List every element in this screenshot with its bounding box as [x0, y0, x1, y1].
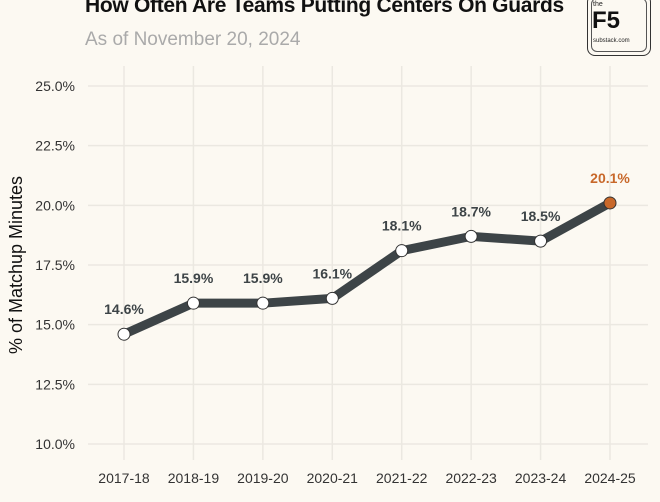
y-tick-label: 12.5%	[35, 376, 75, 392]
data-point	[534, 234, 548, 248]
y-tick-label: 20.0%	[35, 197, 75, 213]
logo-frame	[591, 0, 647, 52]
logo-substack: substack.com	[593, 38, 630, 44]
y-tick-label: 25.0%	[35, 78, 75, 94]
data-label: 15.9%	[174, 270, 214, 286]
x-tick-label: 2017-18	[98, 470, 150, 486]
highlight-point	[603, 196, 617, 210]
chart-subtitle: As of November 20, 2024	[85, 29, 301, 50]
data-point	[256, 296, 270, 310]
x-tick-label: 2024-25	[584, 470, 636, 486]
data-point	[117, 327, 131, 341]
x-tick-label: 2019-20	[237, 470, 289, 486]
x-tick-label: 2020-21	[307, 470, 359, 486]
data-label: 15.9%	[243, 270, 283, 286]
series-line	[119, 198, 615, 339]
data-label: 18.1%	[382, 218, 422, 234]
x-tick-label: 2021-22	[376, 470, 428, 486]
y-tick-label: 10.0%	[35, 436, 75, 452]
f5-logo: the F5 substack.com	[587, 0, 651, 56]
data-label: 14.6%	[104, 301, 144, 317]
logo-f5: F5	[592, 7, 621, 34]
data-label: 16.1%	[312, 265, 352, 281]
data-label: 18.7%	[451, 203, 491, 219]
y-axis-label: % of Matchup Minutes	[6, 176, 26, 354]
x-tick-label: 2022-23	[445, 470, 497, 486]
data-point	[464, 229, 478, 243]
logo-the: the	[593, 1, 603, 8]
data-label: 20.1%	[590, 170, 630, 186]
data-point	[186, 296, 200, 310]
y-tick-label: 22.5%	[35, 138, 75, 154]
data-label: 18.5%	[521, 208, 561, 224]
y-tick-label: 15.0%	[35, 317, 75, 333]
y-tick-label: 17.5%	[35, 257, 75, 273]
x-tick-label: 2018-19	[168, 470, 220, 486]
chart-title: How Often Are Teams Putting Centers On G…	[85, 0, 564, 17]
data-point	[395, 244, 409, 258]
x-tick-label: 2023-24	[515, 470, 567, 486]
data-point	[325, 291, 339, 305]
